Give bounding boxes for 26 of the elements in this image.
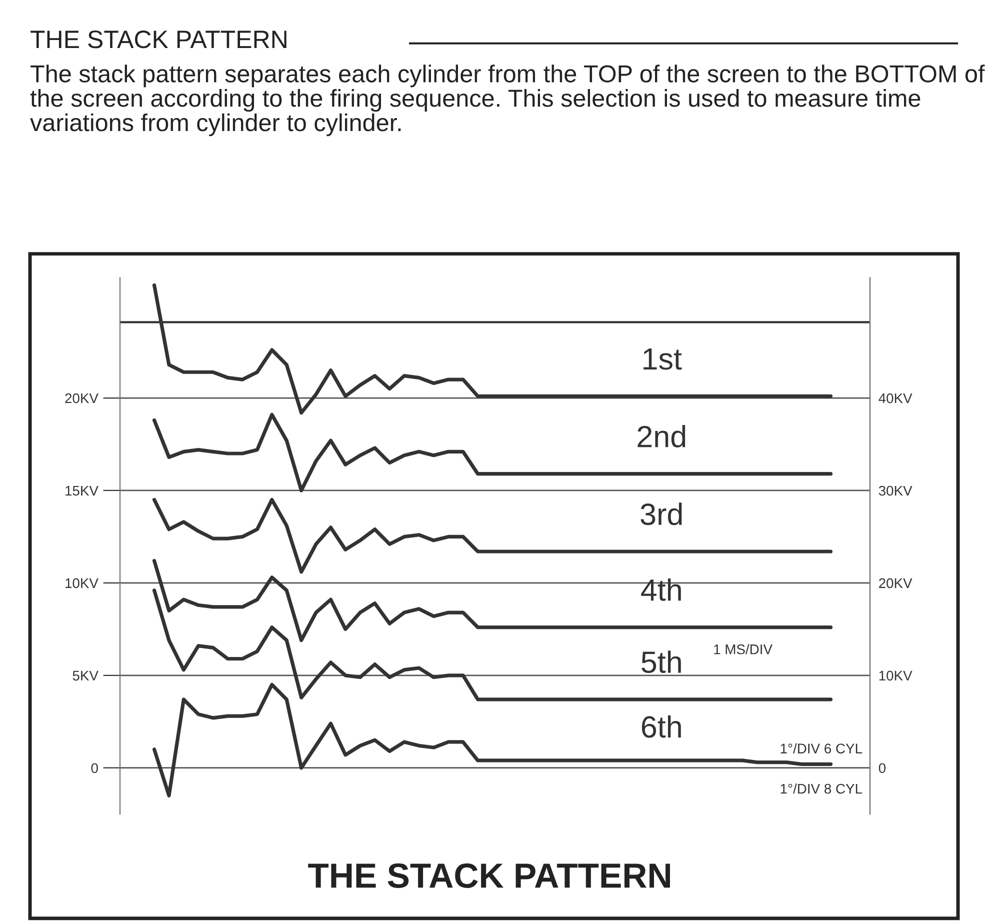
y2-tick-label: 0 [878, 763, 886, 774]
annotation: 1°/DIV 8 CYL [780, 783, 862, 794]
y-tick-label: 20KV [65, 393, 98, 404]
series-label: 1st [644, 348, 682, 370]
y-tick-label: 5KV [72, 670, 98, 681]
y2-tick-label: 40KV [878, 393, 912, 404]
y2-tick-label: 10KV [879, 670, 912, 681]
line-series [152, 682, 833, 798]
line-series [152, 558, 833, 642]
series-label: 6th [642, 715, 681, 738]
series-label: 5th [642, 650, 681, 674]
y2-tick-label: 20KV [879, 578, 912, 588]
series-label: 3rd [640, 502, 682, 526]
y-tick-label: 10KV [66, 578, 98, 588]
series-label: 2nd [638, 425, 686, 448]
y2-tick-label: 30KV [878, 486, 912, 496]
chart-title: THE STACK PATTERN [30, 30, 286, 48]
chart-subtitle: The stack pattern separates each cylinder from the TOP of the screen to the BOTTOM of the screen according to the firing sequence. This selection is used to measure time variations from cylinder to cylinder. [30, 64, 985, 136]
text: THE STACK PATTERN [308, 863, 670, 888]
annotation: 1°/DIV 6 CYL [780, 743, 862, 754]
y-tick-label: 15KV [66, 486, 98, 496]
annotation: 1 MS/DIV [714, 644, 772, 654]
line-series [152, 498, 833, 574]
line-series [152, 412, 833, 492]
series-label: 4th [641, 578, 681, 601]
y-tick-label: 0 [91, 763, 98, 774]
